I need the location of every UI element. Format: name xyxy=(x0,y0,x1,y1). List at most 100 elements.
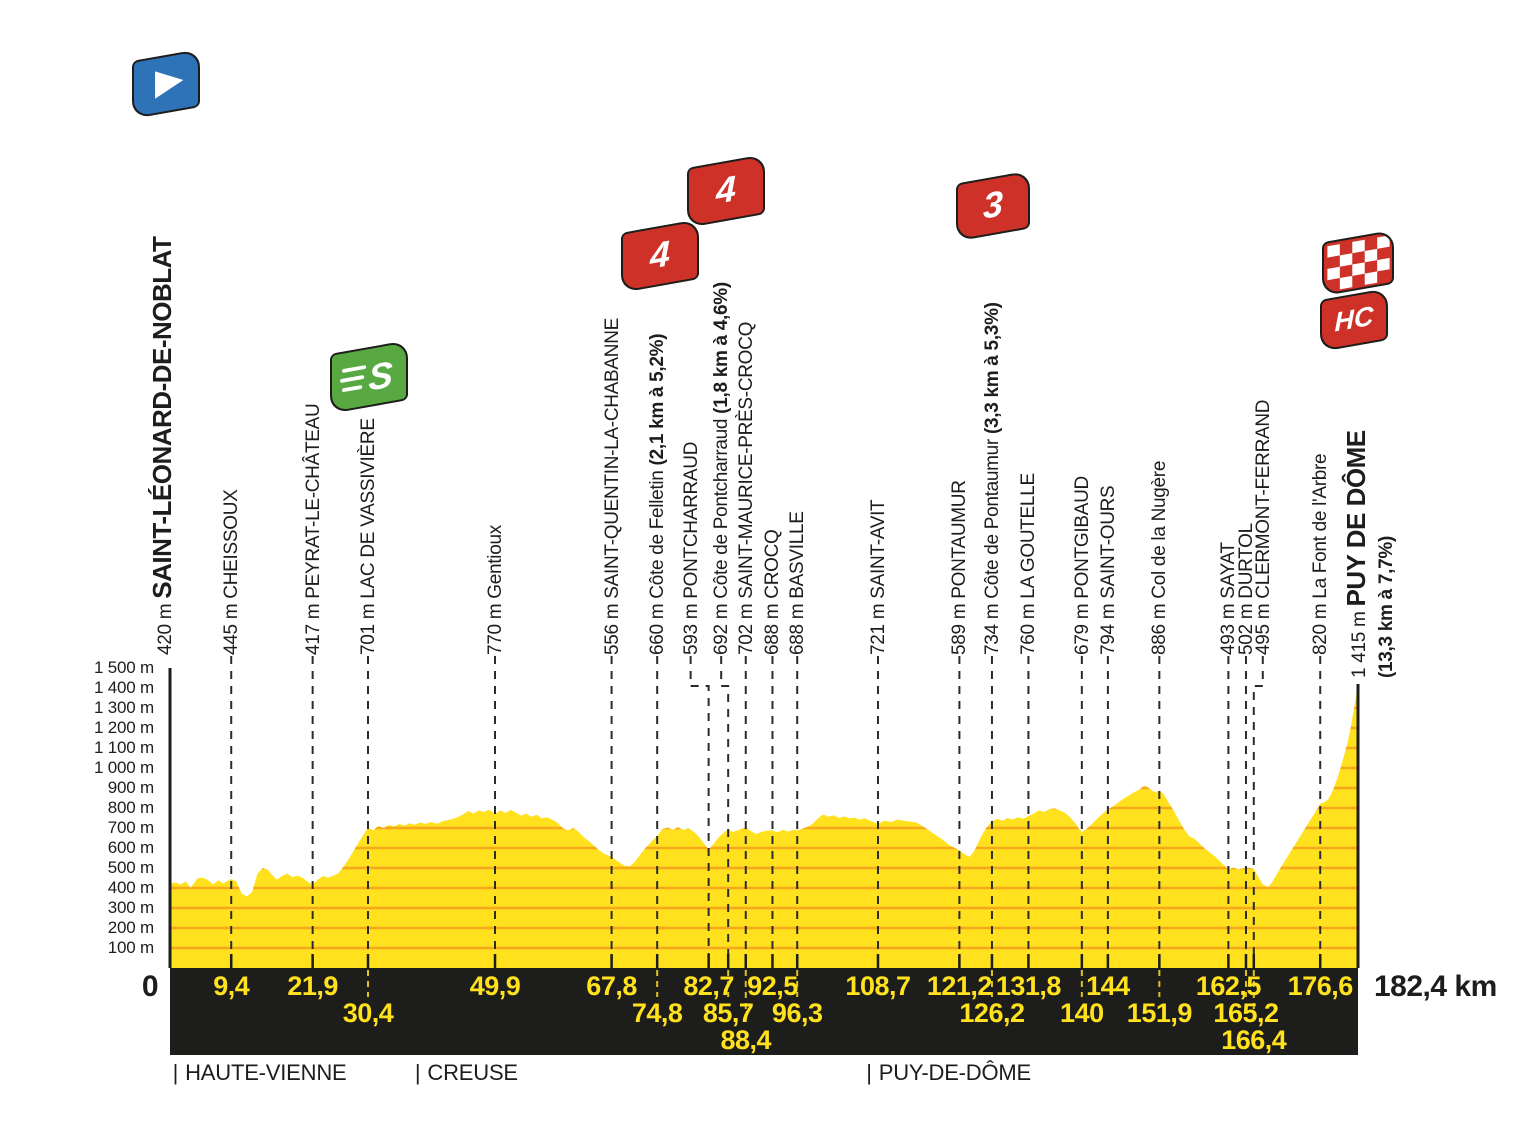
waypoint-elevation: 417 m xyxy=(302,598,324,655)
y-axis-label: 600 m xyxy=(107,838,154,857)
y-axis-label: 900 m xyxy=(107,778,154,797)
waypoint-label: 556 m SAINT-QUENTIN-LA-CHABANNE xyxy=(602,318,623,655)
y-axis-label: 300 m xyxy=(107,898,154,917)
waypoint-elevation: 692 m xyxy=(711,598,733,655)
waypoint-elevation: 589 m xyxy=(949,598,971,655)
department-boundary-mark: | xyxy=(414,1060,421,1085)
y-axis-label: 800 m xyxy=(107,798,154,817)
start-flag-icon xyxy=(132,49,200,119)
waypoint-elevation: 760 m xyxy=(1018,598,1040,655)
distance-label: 85,7 xyxy=(702,998,754,1028)
waypoint-name: LA GOUTELLE xyxy=(1018,473,1040,599)
waypoint-elevation: 702 m xyxy=(735,598,757,655)
waypoint-elevation: 886 m xyxy=(1149,598,1171,655)
distance-label: 67,8 xyxy=(586,971,637,1001)
waypoint-label: 593 m PONTCHARRAUD xyxy=(681,442,702,655)
waypoint-name: SAINT-QUENTIN-LA-CHABANNE xyxy=(601,318,623,599)
waypoint-name: PONTCHARRAUD xyxy=(680,441,702,599)
waypoint-name: LAC DE VASSIVIÈRE xyxy=(358,418,379,599)
waypoint-elevation: 701 m xyxy=(358,598,379,655)
department-label: | HAUTE-VIENNE xyxy=(172,1060,347,1085)
waypoint-label: 692 m Côte de Pontcharraud (1,8 km à 4,6… xyxy=(711,282,732,655)
start-km-label: 0 xyxy=(141,970,159,1003)
waypoint-name: Côte de Pontaumur xyxy=(981,439,1003,599)
y-axis-label: 200 m xyxy=(107,918,154,937)
waypoint-name: SAINT-AVIT xyxy=(867,499,889,599)
distance-label: 21,9 xyxy=(287,971,338,1001)
department-boundary-mark: | xyxy=(866,1060,872,1085)
waypoint-elevation: 660 m xyxy=(647,598,669,655)
waypoint-label: 886 m Col de la Nugère xyxy=(1149,461,1170,655)
distance-label: 151,9 xyxy=(1126,998,1193,1028)
waypoint-label: 445 m CHEISSOUX xyxy=(221,489,242,655)
y-axis-label: 500 m xyxy=(107,858,154,877)
distance-label: 176,6 xyxy=(1287,971,1354,1001)
waypoint-label: 734 m Côte de Pontaumur (3,3 km à 5,3%) xyxy=(982,302,1003,655)
distance-label: 140 xyxy=(1060,998,1104,1028)
waypoint-elevation: 445 m xyxy=(221,598,243,655)
waypoint-label: 679 m PONTGIBAUD xyxy=(1072,476,1093,655)
waypoint-elevation: 820 m xyxy=(1310,598,1332,655)
y-axis-label: 400 m xyxy=(107,878,154,897)
waypoint-label: 721 m SAINT-AVIT xyxy=(868,500,889,655)
waypoint-name: SAINT-LÉONARD-DE-NOBLAT xyxy=(147,236,177,599)
waypoint-label: 688 m BASVILLE xyxy=(787,511,808,655)
waypoint-name: Côte de Felletin xyxy=(647,470,669,599)
waypoint-name: BASVILLE xyxy=(787,511,809,599)
waypoint-label: 688 m CROCQ xyxy=(762,529,783,655)
waypoint-elevation: 721 m xyxy=(867,598,889,655)
distance-bar-connectors xyxy=(367,970,1255,1024)
distance-label: 96,3 xyxy=(771,998,823,1028)
department-boundary-mark: | xyxy=(172,1060,179,1085)
waypoint-label: 495 m CLERMONT-FERRAND xyxy=(1253,400,1274,655)
waypoint-elevation: 556 m xyxy=(601,598,623,655)
distance-label: 74,8 xyxy=(631,998,683,1028)
distance-label: 88,4 xyxy=(720,1025,772,1055)
total-distance-label: 182,4 km xyxy=(1374,970,1497,1003)
y-axis-label: 1 100 m xyxy=(93,738,154,757)
sprint-icon: S xyxy=(330,340,408,414)
y-axis-label: 1 300 m xyxy=(93,698,154,717)
y-axis-label: 1 200 m xyxy=(93,718,154,737)
waypoint-label: 417 m PEYRAT-LE-CHÂTEAU xyxy=(303,404,324,655)
distance-label: 165,2 xyxy=(1213,998,1279,1028)
elevation-profile-area xyxy=(170,685,1358,968)
waypoint-label: 794 m SAINT-OURS xyxy=(1098,486,1119,655)
y-axis-label: 1 500 m xyxy=(93,658,154,677)
waypoint-label: 420 m SAINT-LÉONARD-DE-NOBLAT xyxy=(147,237,177,655)
waypoint-label: 770 m Gentioux xyxy=(485,525,506,655)
climb-gradient: (3,3 km à 5,3%) xyxy=(981,302,1003,435)
waypoint-line-dashed xyxy=(1252,656,1264,968)
badge-label: HC xyxy=(1334,300,1374,337)
elevation-gridlines xyxy=(170,686,1358,950)
waypoint-label: 589 m PONTAUMUR xyxy=(949,480,970,655)
waypoint-name: Côte de Pontcharraud xyxy=(711,418,733,599)
finish-checkered-flag-icon xyxy=(1322,229,1394,297)
badge-label: 3 xyxy=(982,182,1004,227)
waypoint-name: Gentioux xyxy=(485,525,506,599)
distance-label: 92,5 xyxy=(747,971,798,1001)
waypoint-elevation: 794 m xyxy=(1097,598,1119,655)
distance-label: 126,2 xyxy=(959,998,1025,1028)
waypoint-name: PONTAUMUR xyxy=(949,480,971,599)
waypoint-label: 701 m LAC DE VASSIVIÈRE xyxy=(358,418,379,655)
waypoint-name: PONTGIBAUD xyxy=(1071,476,1093,599)
waypoint-name: SAINT-MAURICE-PRÈS-CROCQ xyxy=(735,321,757,599)
climb-gradient: (1,8 km à 4,6%) xyxy=(711,282,733,414)
y-axis-label: 700 m xyxy=(107,818,154,837)
distance-label: 9,4 xyxy=(213,971,250,1001)
distance-label: 144 xyxy=(1086,971,1130,1001)
department-label: | PUY-DE-DÔME xyxy=(866,1060,1031,1085)
waypoint-elevation: 495 m xyxy=(1252,598,1274,655)
waypoint-name: CLERMONT-FERRAND xyxy=(1252,399,1274,599)
waypoint-name: PUY DE DÔME xyxy=(1341,430,1371,607)
svg-text:S: S xyxy=(368,353,393,398)
waypoint-elevation: 770 m xyxy=(485,598,506,655)
y-axis-label: 1 000 m xyxy=(93,758,154,777)
distance-label: 49,9 xyxy=(469,971,521,1001)
waypoint-elevation: 688 m xyxy=(787,598,809,655)
distance-label: 82,7 xyxy=(683,971,734,1001)
y-axis-label: 1 400 m xyxy=(93,678,154,697)
badge-label: 4 xyxy=(715,167,737,212)
